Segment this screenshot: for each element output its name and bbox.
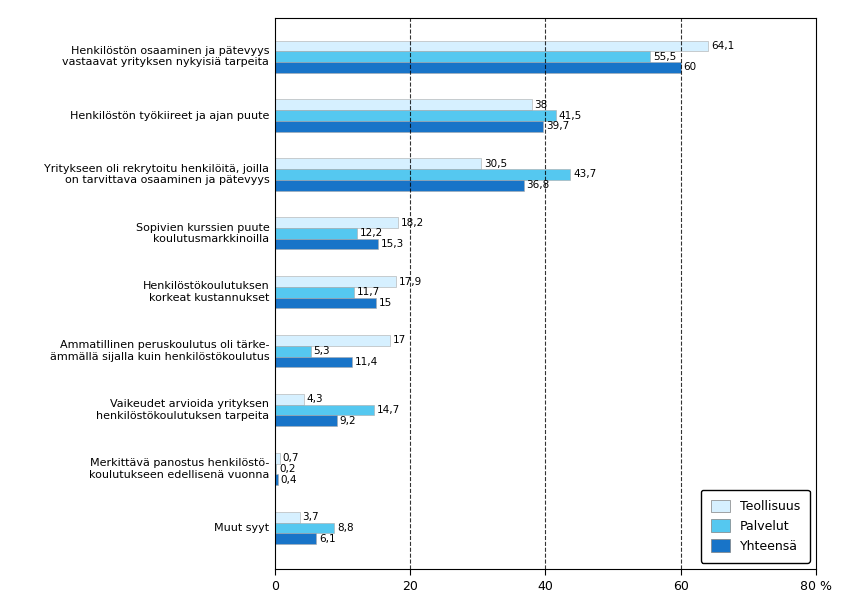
Text: 38: 38	[534, 100, 548, 110]
Bar	[275, 346, 311, 357]
Text: 15: 15	[379, 298, 393, 308]
Bar	[275, 357, 352, 367]
Text: 11,4: 11,4	[355, 357, 378, 367]
Text: 15,3: 15,3	[381, 239, 405, 249]
Bar	[275, 276, 396, 287]
Bar	[275, 110, 556, 121]
Text: 4,3: 4,3	[307, 394, 323, 405]
Bar	[275, 453, 280, 464]
Bar	[275, 512, 300, 523]
Bar	[275, 100, 532, 110]
Text: 14,7: 14,7	[377, 405, 400, 415]
Text: 9,2: 9,2	[340, 416, 356, 426]
Bar	[275, 159, 481, 169]
Bar	[275, 217, 398, 228]
Bar	[275, 239, 378, 250]
Bar	[275, 335, 390, 346]
Text: 39,7: 39,7	[546, 121, 570, 131]
Bar	[275, 40, 709, 51]
Bar	[275, 523, 334, 533]
Text: 17,9: 17,9	[399, 277, 422, 286]
Text: 36,8: 36,8	[527, 180, 550, 190]
Bar	[275, 464, 277, 474]
Text: 0,4: 0,4	[280, 475, 297, 485]
Text: 64,1: 64,1	[711, 41, 734, 51]
Text: 8,8: 8,8	[337, 523, 354, 533]
Text: 43,7: 43,7	[573, 170, 596, 179]
Text: 11,7: 11,7	[356, 287, 380, 297]
Text: 12,2: 12,2	[360, 228, 383, 239]
Bar	[275, 533, 316, 544]
Text: 30,5: 30,5	[484, 159, 507, 169]
Bar	[275, 474, 277, 485]
Bar	[275, 405, 375, 416]
Text: 0,2: 0,2	[279, 464, 295, 474]
Text: 55,5: 55,5	[653, 51, 676, 62]
Bar	[275, 416, 337, 426]
Bar	[275, 169, 570, 180]
Bar	[275, 180, 524, 190]
Bar	[275, 121, 544, 132]
Text: 6,1: 6,1	[319, 534, 336, 543]
Bar	[275, 228, 357, 239]
Bar	[275, 287, 354, 297]
Text: 0,7: 0,7	[283, 453, 299, 463]
Text: 18,2: 18,2	[400, 218, 424, 228]
Bar	[275, 297, 376, 308]
Text: 17: 17	[393, 335, 405, 346]
Bar	[275, 394, 304, 405]
Text: 60: 60	[684, 62, 697, 72]
Text: 3,7: 3,7	[302, 512, 320, 522]
Text: 41,5: 41,5	[558, 111, 582, 121]
Legend: Teollisuus, Palvelut, Yhteensä: Teollisuus, Palvelut, Yhteensä	[701, 490, 810, 563]
Bar	[275, 51, 650, 62]
Bar	[275, 62, 680, 73]
Text: 5,3: 5,3	[314, 346, 330, 356]
